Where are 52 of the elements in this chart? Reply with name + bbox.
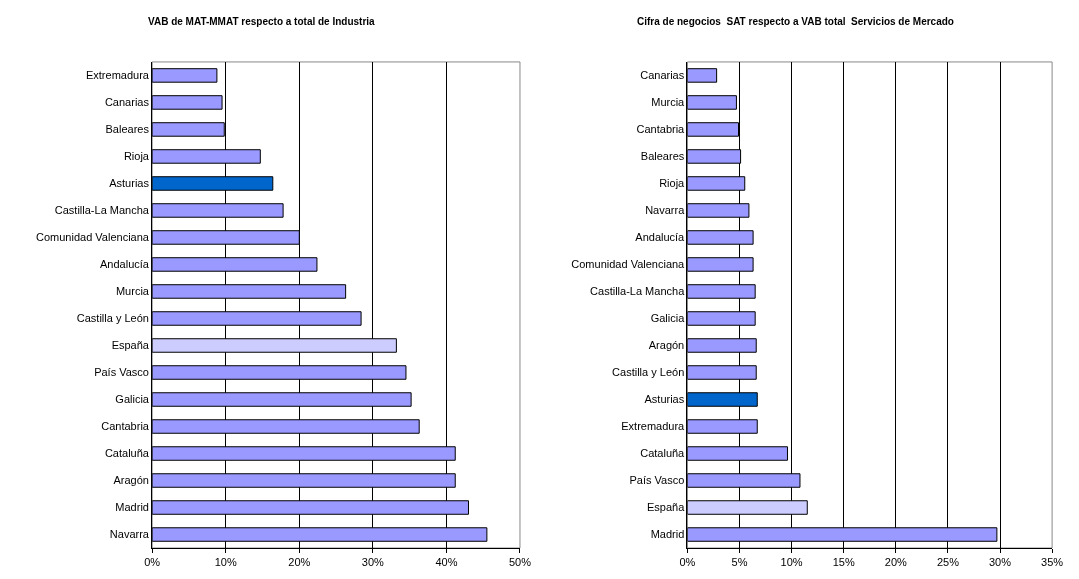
- x-tick-label: 40%: [435, 556, 458, 569]
- y-tick-label: Aragón: [113, 474, 149, 487]
- x-tick-label: 0%: [144, 556, 161, 569]
- y-tick-label: Aragón: [648, 339, 685, 352]
- y-tick-label: Castilla-La Mancha: [590, 285, 686, 298]
- y-tick-label: Comunidad Valenciana: [571, 258, 686, 271]
- y-tick-label: Castilla y León: [76, 312, 149, 325]
- y-tick-label: Cataluña: [104, 447, 150, 460]
- x-tick-label: 30%: [361, 556, 385, 569]
- y-tick-label: Cantabria: [101, 420, 150, 433]
- y-tick-label: Cantabria: [636, 123, 686, 136]
- y-tick-label: Navarra: [109, 528, 150, 541]
- y-tick-label: Extremadura: [621, 420, 686, 433]
- x-tick-label: 0%: [679, 556, 696, 569]
- x-tick-label: 10%: [214, 556, 237, 569]
- y-tick-label: Castilla y León: [612, 366, 685, 379]
- y-tick-label: Canarias: [640, 69, 685, 82]
- y-tick-label: Murcia: [115, 285, 150, 298]
- y-tick-label: Castilla-La Mancha: [54, 204, 150, 217]
- y-tick-label: España: [646, 501, 686, 514]
- y-tick-label: Madrid: [650, 528, 685, 541]
- y-tick-label: Asturias: [109, 177, 150, 190]
- y-tick-label: Cataluña: [640, 447, 686, 460]
- y-tick-label: Canarias: [104, 96, 150, 109]
- y-tick-label: Navarra: [645, 204, 686, 217]
- y-tick-label: Asturias: [644, 393, 685, 406]
- x-tick-label: 35%: [1041, 556, 1064, 569]
- y-tick-label: Andalucía: [635, 231, 686, 244]
- y-tick-label: Rioja: [123, 150, 150, 163]
- y-tick-label: Baleares: [640, 150, 685, 163]
- y-tick-label: Extremadura: [85, 69, 150, 82]
- y-tick-label: Murcia: [651, 96, 686, 109]
- x-tick-label: 20%: [288, 556, 311, 569]
- y-tick-label: País Vasco: [94, 366, 149, 379]
- x-tick-label: 25%: [936, 556, 960, 569]
- y-tick-label: País Vasco: [629, 474, 685, 487]
- y-tick-label: Rioja: [659, 177, 686, 190]
- x-tick-label: 20%: [884, 556, 908, 569]
- y-tick-label: Galicia: [115, 393, 150, 406]
- chart-title: VAB de MAT-MMAT respecto a total de Industria: [148, 16, 376, 27]
- y-tick-label: España: [111, 339, 150, 352]
- chart-title: Cifra de negocios SAT respecto a VAB total Servicios de Mercado: [637, 16, 954, 27]
- y-tick-label: Baleares: [105, 123, 150, 136]
- x-tick-label: 10%: [780, 556, 803, 569]
- x-tick-label: 15%: [832, 556, 855, 569]
- x-tick-label: 50%: [508, 556, 532, 569]
- y-tick-label: Comunidad Valenciana: [36, 231, 150, 244]
- y-tick-label: Andalucía: [100, 258, 150, 271]
- x-tick-label: 5%: [731, 556, 748, 569]
- x-tick-label: 30%: [988, 556, 1012, 569]
- y-tick-label: Galicia: [650, 312, 686, 325]
- y-tick-label: Madrid: [115, 501, 149, 514]
